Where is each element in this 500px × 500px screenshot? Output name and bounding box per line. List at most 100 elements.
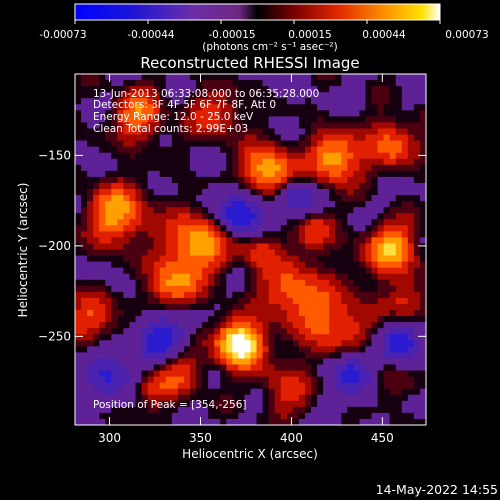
heatmap-cell bbox=[189, 346, 197, 353]
heatmap-cell bbox=[371, 116, 378, 123]
heatmap-cell bbox=[389, 104, 397, 111]
heatmap-cell bbox=[135, 346, 142, 353]
heatmap-cell bbox=[256, 213, 263, 220]
heatmap-cell bbox=[407, 370, 415, 377]
heatmap-cell bbox=[183, 152, 191, 160]
heatmap-cell bbox=[147, 146, 155, 154]
x-tick-label: 450 bbox=[371, 431, 394, 445]
heatmap-cell bbox=[292, 104, 300, 111]
heatmap-cell bbox=[323, 261, 330, 269]
heatmap-cell bbox=[401, 146, 409, 154]
heatmap-cell bbox=[395, 122, 403, 129]
heatmap-cell bbox=[183, 279, 191, 287]
heatmap-cell bbox=[250, 170, 257, 178]
heatmap-cell bbox=[87, 207, 94, 214]
heatmap-cell bbox=[87, 406, 94, 414]
heatmap-cell bbox=[413, 334, 421, 341]
heatmap-cell bbox=[274, 92, 282, 99]
heatmap-cell bbox=[371, 92, 378, 99]
heatmap-cell bbox=[135, 134, 142, 141]
heatmap-cell bbox=[129, 128, 136, 135]
heatmap-cell bbox=[298, 382, 306, 390]
heatmap-cell bbox=[135, 195, 142, 202]
heatmap-cell bbox=[383, 255, 391, 262]
heatmap-cell bbox=[298, 182, 306, 190]
heatmap-cell bbox=[171, 334, 179, 341]
heatmap-cell bbox=[75, 340, 82, 347]
heatmap-cell bbox=[292, 340, 300, 347]
heatmap-cell bbox=[262, 382, 270, 390]
heatmap-cell bbox=[226, 104, 233, 111]
heatmap-cell bbox=[93, 80, 100, 87]
heatmap-cell bbox=[214, 207, 221, 214]
heatmap-cell bbox=[220, 134, 227, 141]
heatmap-cell bbox=[262, 291, 270, 299]
heatmap-cell bbox=[117, 86, 124, 93]
heatmap-cell bbox=[323, 98, 330, 105]
heatmap-cell bbox=[117, 376, 124, 384]
heatmap-cell bbox=[280, 176, 288, 184]
heatmap-cell bbox=[329, 285, 336, 293]
heatmap-cell bbox=[202, 74, 209, 81]
heatmap-cell bbox=[153, 201, 161, 208]
heatmap-cell bbox=[419, 394, 426, 402]
heatmap-cell bbox=[341, 310, 348, 317]
heatmap-cell bbox=[105, 376, 112, 384]
heatmap-cell bbox=[111, 388, 118, 396]
heatmap-cell bbox=[341, 243, 348, 250]
heatmap-cell bbox=[244, 291, 251, 299]
heatmap-cell bbox=[250, 116, 257, 123]
heatmap-cell bbox=[93, 182, 100, 190]
heatmap-cell bbox=[99, 201, 106, 208]
heatmap-cell bbox=[189, 140, 197, 148]
heatmap-cell bbox=[335, 412, 342, 420]
heatmap-cell bbox=[407, 92, 415, 99]
heatmap-cell bbox=[407, 267, 415, 275]
heatmap-cell bbox=[292, 303, 300, 311]
heatmap-cell bbox=[353, 213, 360, 220]
heatmap-cell bbox=[244, 128, 251, 135]
heatmap-cell bbox=[377, 86, 385, 93]
heatmap-cell bbox=[286, 110, 294, 117]
heatmap-cell bbox=[165, 279, 173, 287]
heatmap-cell bbox=[262, 219, 270, 226]
heatmap-cell bbox=[202, 273, 209, 281]
heatmap-cell bbox=[196, 394, 203, 402]
heatmap-cell bbox=[117, 195, 124, 202]
heatmap-cell bbox=[292, 328, 300, 335]
heatmap-cell bbox=[413, 291, 421, 299]
heatmap-cell bbox=[171, 80, 179, 87]
heatmap-cell bbox=[111, 128, 118, 135]
heatmap-cell bbox=[395, 170, 403, 178]
heatmap-cell bbox=[238, 128, 245, 135]
heatmap-cell bbox=[165, 213, 173, 220]
heatmap-cell bbox=[87, 376, 94, 384]
heatmap-cell bbox=[105, 128, 112, 135]
heatmap-cell bbox=[202, 182, 209, 190]
heatmap-cell bbox=[359, 219, 366, 226]
heatmap-cell bbox=[389, 86, 397, 93]
heatmap-cell bbox=[262, 255, 270, 262]
heatmap-cell bbox=[129, 152, 136, 160]
heatmap-cell bbox=[407, 74, 415, 81]
heatmap-cell bbox=[286, 322, 294, 329]
heatmap-cell bbox=[256, 201, 263, 208]
heatmap-cell bbox=[401, 261, 409, 269]
heatmap-cell bbox=[87, 322, 94, 329]
heatmap-cell bbox=[371, 86, 378, 93]
heatmap-cell bbox=[250, 122, 257, 129]
heatmap-cell bbox=[298, 104, 306, 111]
heatmap-cell bbox=[274, 388, 282, 396]
heatmap-cell bbox=[147, 322, 155, 329]
heatmap-cell bbox=[353, 352, 360, 359]
heatmap-cell bbox=[286, 182, 294, 190]
heatmap-cell bbox=[214, 104, 221, 111]
heatmap-cell bbox=[93, 104, 100, 111]
heatmap-cell bbox=[87, 122, 94, 129]
heatmap-cell bbox=[274, 400, 282, 408]
heatmap-cell bbox=[99, 388, 106, 396]
heatmap-cell bbox=[383, 376, 391, 384]
heatmap-cell bbox=[335, 382, 342, 390]
heatmap-cell bbox=[347, 158, 354, 166]
heatmap-cell bbox=[250, 231, 257, 238]
